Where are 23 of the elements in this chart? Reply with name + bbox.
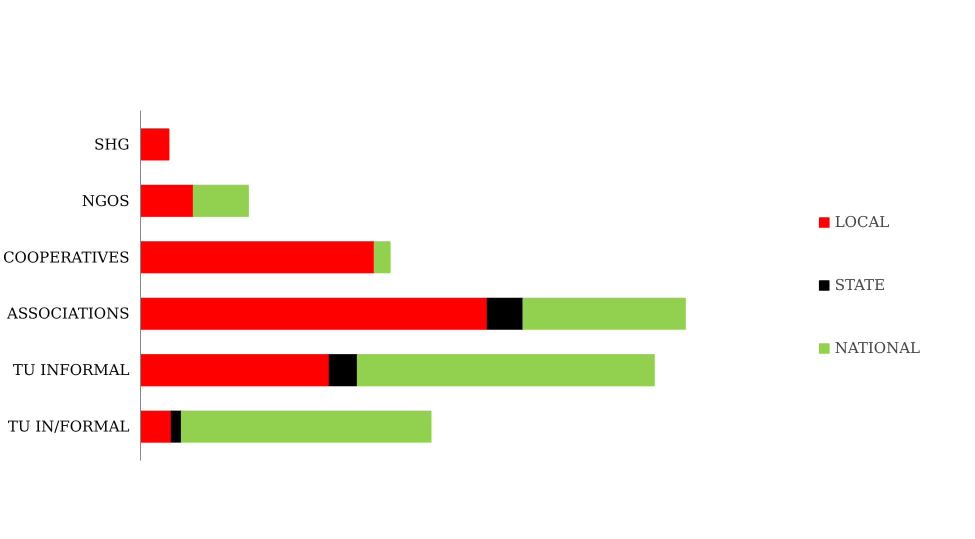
legend-label: LOCAL bbox=[834, 213, 890, 231]
legend-label: STATE bbox=[834, 276, 886, 294]
bar bbox=[328, 354, 358, 386]
bar bbox=[486, 298, 524, 330]
y-tick-label: SHG bbox=[94, 135, 130, 154]
bar bbox=[140, 184, 194, 217]
bar bbox=[374, 241, 391, 274]
y-tick-label: NGOS bbox=[82, 192, 130, 210]
bar bbox=[180, 410, 432, 443]
bar bbox=[170, 410, 182, 443]
y-tick-label: TU INFORMAL bbox=[12, 361, 130, 380]
bar bbox=[140, 241, 375, 274]
bar bbox=[192, 184, 249, 217]
legend-label: NATIONAL bbox=[834, 339, 920, 357]
bar bbox=[140, 354, 330, 386]
y-tick-label: TU IN/FORMAL bbox=[8, 418, 130, 436]
bar bbox=[140, 298, 488, 330]
y-tick-label: COOPERATIVES bbox=[3, 248, 130, 266]
bar bbox=[140, 128, 170, 160]
bar bbox=[522, 298, 686, 330]
bar bbox=[356, 354, 655, 386]
y-tick-label: ASSOCIATIONS bbox=[6, 304, 130, 323]
bar bbox=[140, 410, 172, 443]
